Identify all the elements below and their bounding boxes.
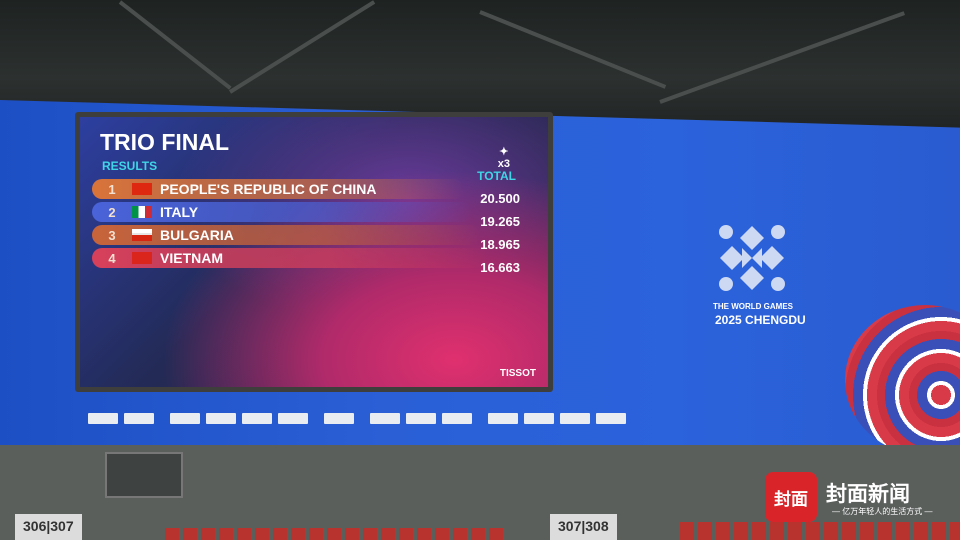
seats: [680, 522, 960, 540]
rank: 3: [108, 227, 116, 243]
section-sign: 307|308: [550, 514, 617, 540]
sponsor-logo: [170, 413, 200, 424]
sponsor-logo: [242, 413, 272, 424]
total-score: 16.663: [480, 260, 520, 275]
results-label: RESULTS: [102, 159, 158, 173]
watermark-name: 封面新闻: [826, 483, 910, 506]
ceiling-beam: [118, 0, 232, 90]
event-title: TRIO FINAL: [100, 129, 230, 155]
sponsor-logo: [370, 413, 400, 424]
window: [105, 452, 183, 498]
country-name: PEOPLE'S REPUBLIC OF CHINA: [160, 181, 377, 197]
sponsor-strip: [88, 413, 626, 424]
event-name: THE WORLD GAMES: [713, 302, 793, 311]
watermark-slogan: — 亿万年轻人的生活方式 —: [832, 507, 933, 516]
scoreboard-screen: TRIO FINAL RESULTS ✦ x3 TOTAL 1 PEOPLE'S R…: [75, 112, 553, 392]
multiplier: x3: [497, 158, 510, 170]
ceiling-beam: [479, 10, 667, 89]
sponsor-logo: [324, 413, 354, 424]
tissot-logo: TISSOT: [499, 368, 536, 379]
world-games-logo: [719, 225, 785, 291]
sponsor-logo: [278, 413, 308, 424]
country-name: VIETNAM: [160, 250, 223, 266]
rank: 1: [108, 181, 116, 197]
italy-flag: [132, 206, 152, 218]
bulgaria-flag: [132, 229, 152, 241]
sponsor-logo: [442, 413, 472, 424]
china-flag: [132, 183, 152, 195]
total-label: TOTAL: [477, 169, 516, 183]
country-name: BULGARIA: [160, 227, 234, 243]
total-score: 18.965: [480, 237, 520, 252]
sponsor-logo: [596, 413, 626, 424]
sponsor-logo: [206, 413, 236, 424]
sponsor-logo: [88, 413, 118, 424]
vietnam-flag: [132, 252, 152, 264]
sponsor-logo: [406, 413, 436, 424]
result-row: 1 PEOPLE'S REPUBLIC OF CHINA: [92, 179, 464, 199]
sponsor-logo: [560, 413, 590, 424]
rank: 2: [108, 204, 116, 220]
watermark-badge: 封面: [765, 472, 817, 522]
event-year-city: 2025 CHENGDU: [715, 313, 806, 327]
seats: [165, 528, 505, 540]
ceiling-beam: [228, 0, 376, 94]
trio-icon: ✦ x3: [497, 146, 510, 170]
total-score: 20.500: [480, 191, 520, 206]
scoreboard-display: TRIO FINAL RESULTS ✦ x3 TOTAL 1 PEOPLE'S R…: [80, 117, 548, 387]
country-name: ITALY: [160, 204, 199, 220]
sponsor-logo: [488, 413, 518, 424]
ceiling-beam: [659, 11, 906, 104]
section-sign: 306|307: [15, 514, 82, 540]
sponsor-logo: [124, 413, 154, 424]
total-score: 19.265: [480, 214, 520, 229]
result-row: 2 ITALY: [92, 202, 472, 222]
result-row: 4 VIETNAM: [92, 248, 488, 268]
result-row: 3 BULGARIA: [92, 225, 480, 245]
rank: 4: [108, 250, 116, 266]
sponsor-logo: [524, 413, 554, 424]
